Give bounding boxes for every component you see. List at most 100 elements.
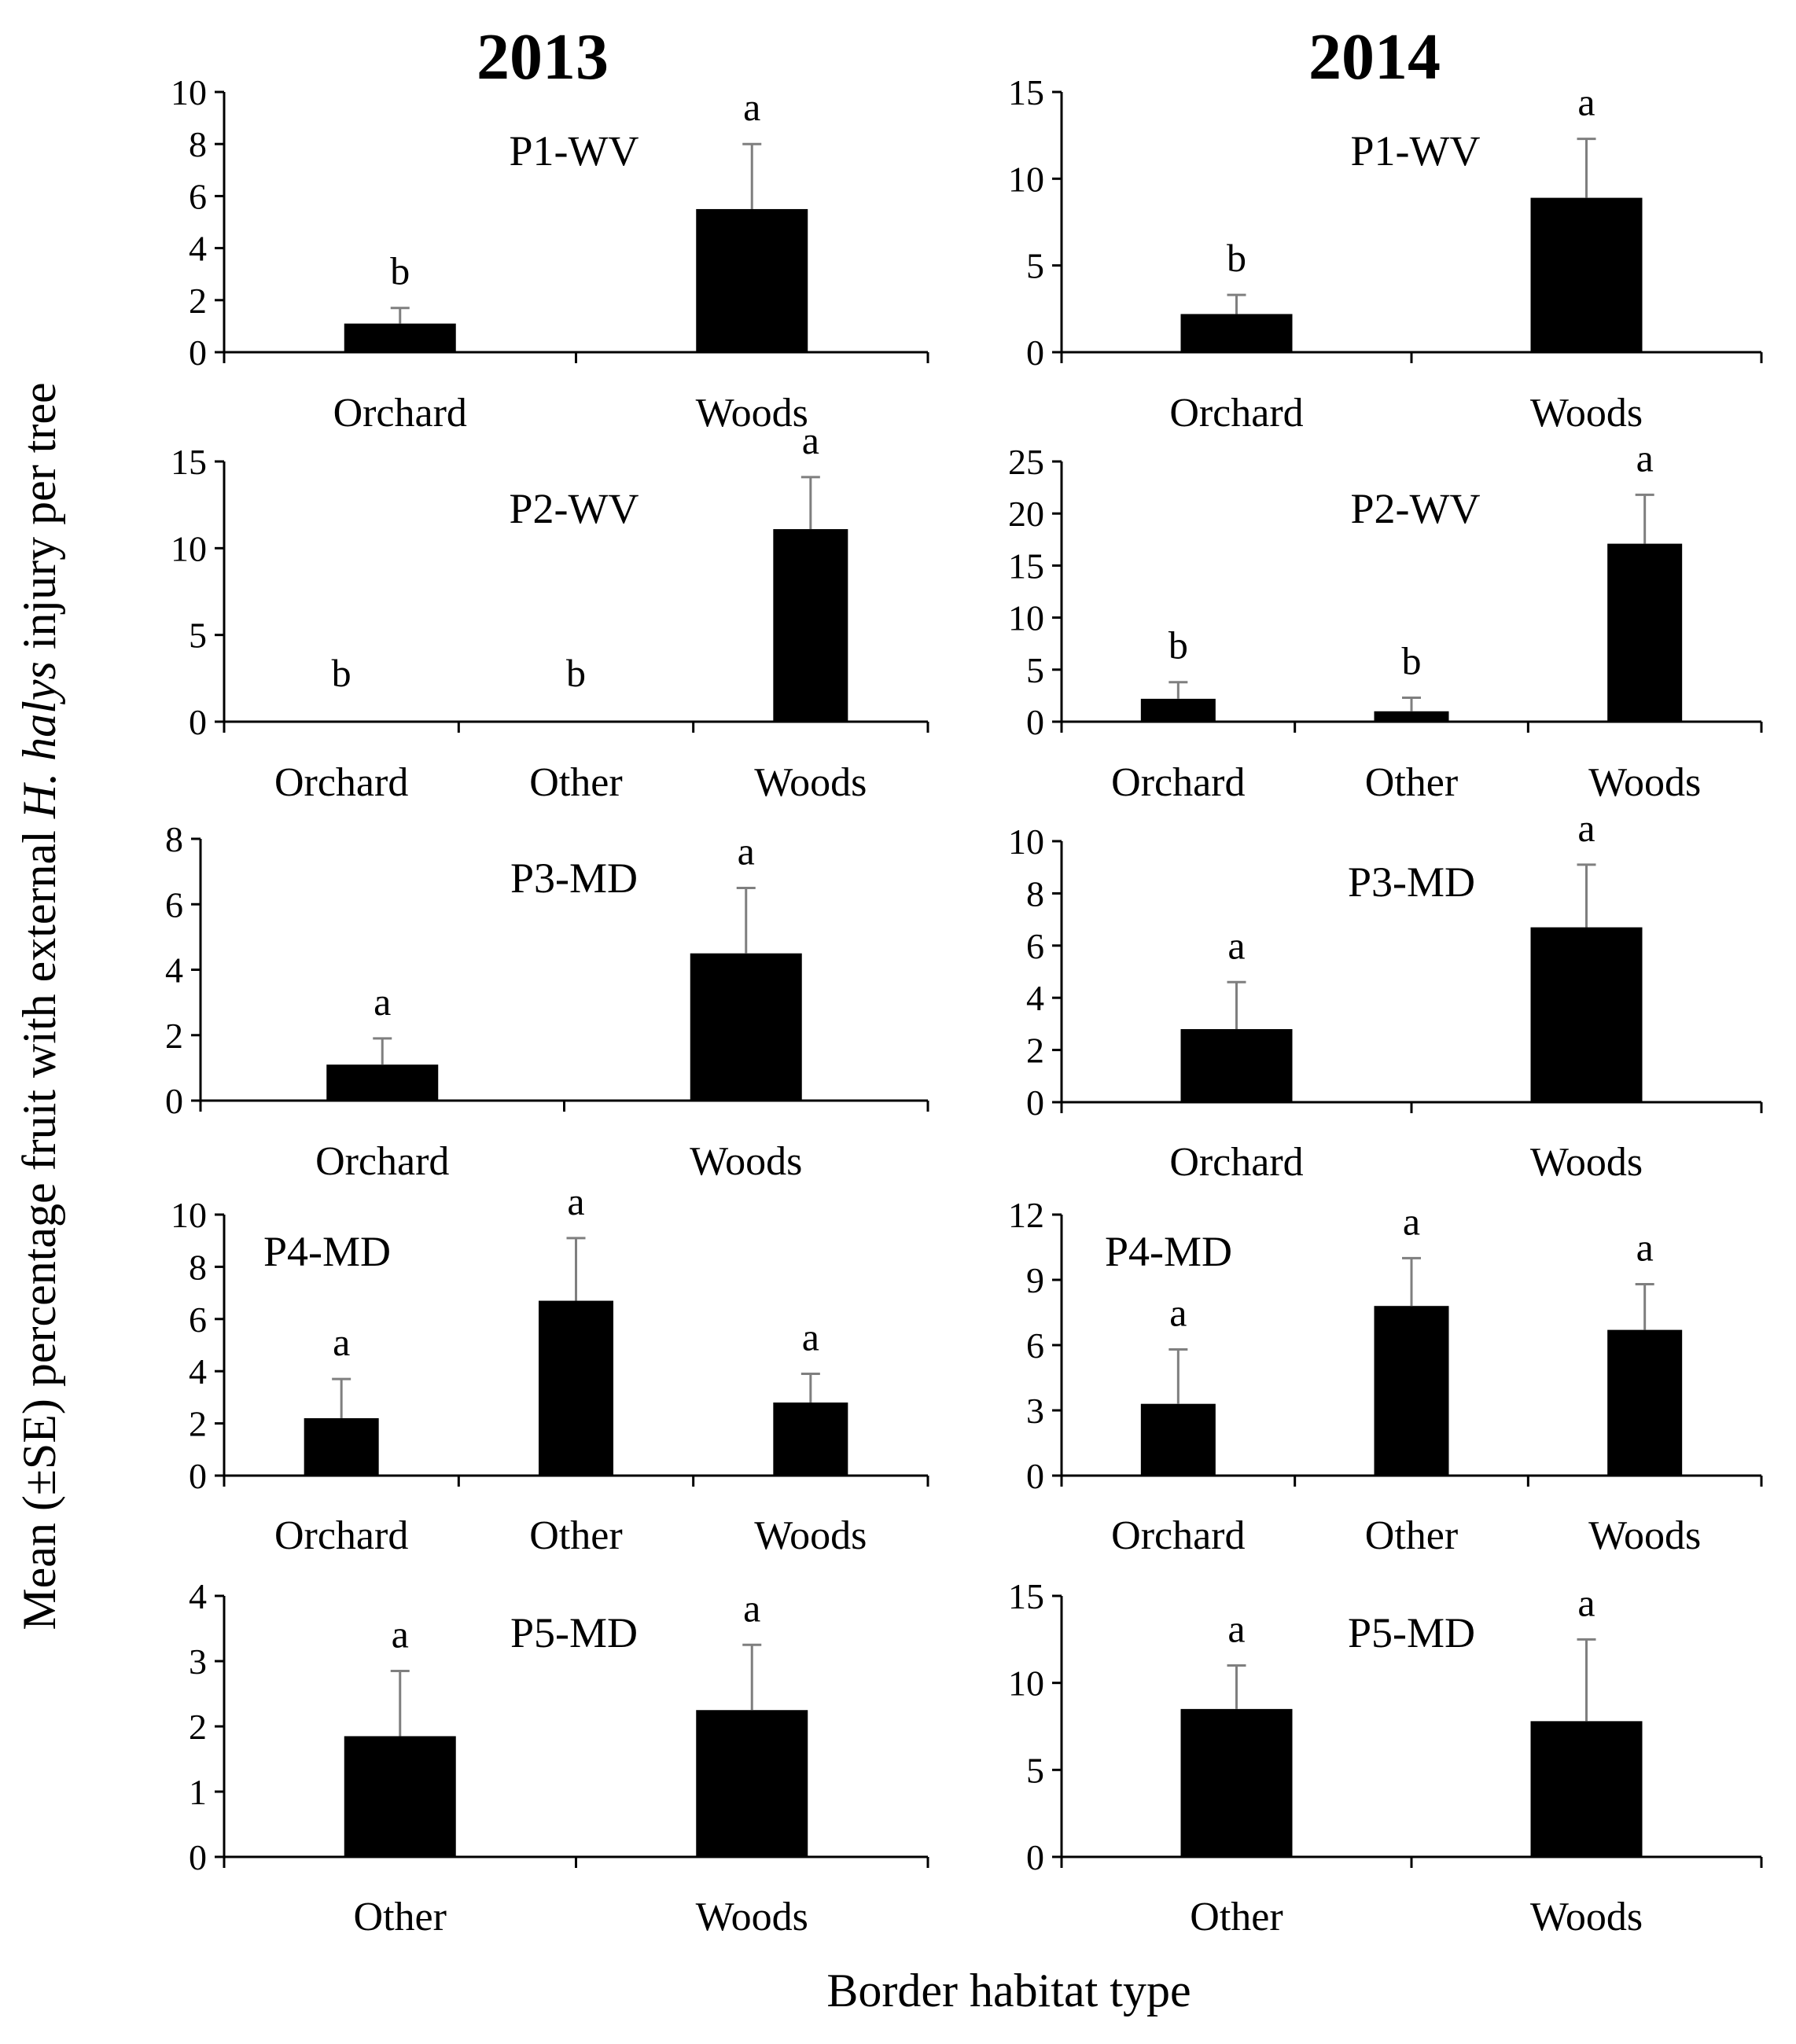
y-tick-label: 0 bbox=[1026, 1083, 1044, 1123]
category-label-orchard: Orchard bbox=[1111, 760, 1245, 805]
y-tick-label: 1 bbox=[189, 1772, 207, 1812]
y-tick-label: 2 bbox=[1026, 1031, 1044, 1071]
y-tick-label: 10 bbox=[171, 1195, 207, 1235]
y-tick-label: 4 bbox=[189, 1351, 207, 1391]
panel-label: P1-WV bbox=[510, 127, 639, 175]
y-tick-label: 2 bbox=[189, 281, 207, 321]
y-axis-title-suffix: injury per tree bbox=[13, 382, 65, 661]
bar-orchard bbox=[1140, 698, 1216, 722]
significance-letter-other: a bbox=[1403, 1199, 1420, 1243]
category-label-orchard: Orchard bbox=[274, 760, 408, 805]
panel-p1-wv-2013: 0 2 4 6 8 10 b Orchard a Woods P1-WV bbox=[171, 72, 929, 436]
y-tick-label: 6 bbox=[189, 176, 207, 216]
significance-letter-orchard: a bbox=[374, 980, 391, 1024]
y-tick-label: 0 bbox=[1026, 1456, 1044, 1496]
y-tick-label: 5 bbox=[1026, 1750, 1044, 1790]
category-label-orchard: Orchard bbox=[1169, 391, 1303, 436]
panel-p4-md-2013: 0 2 4 6 8 10 a Orchard a Other a Woods P4-MD bbox=[171, 1179, 929, 1558]
significance-letter-orchard: a bbox=[333, 1320, 350, 1364]
bar-other bbox=[1374, 1306, 1449, 1476]
y-tick-label: 4 bbox=[165, 950, 183, 991]
bar-other bbox=[539, 1300, 613, 1476]
y-tick-label: 10 bbox=[1008, 822, 1044, 862]
bar-orchard bbox=[1180, 1029, 1293, 1102]
y-tick-label: 8 bbox=[1026, 873, 1044, 914]
y-tick-label: 2 bbox=[189, 1404, 207, 1444]
panel-p5-md-2013: 0 1 2 3 4 a Other a Woods P5-MD bbox=[189, 1576, 929, 1939]
panel-label: P5-MD bbox=[1348, 1609, 1475, 1656]
bar-other bbox=[1374, 711, 1449, 722]
significance-letter-woods: a bbox=[1577, 1580, 1595, 1624]
category-label-woods: Woods bbox=[696, 391, 808, 436]
bar-woods bbox=[1530, 197, 1643, 352]
panel-label: P2-WV bbox=[1351, 485, 1481, 532]
y-tick-label: 0 bbox=[1026, 333, 1044, 373]
y-tick-label: 0 bbox=[1026, 702, 1044, 742]
y-tick-label: 9 bbox=[1026, 1260, 1044, 1300]
panel-p3-md-2014: 0 2 4 6 8 10 a Orchard a Woods P3-MD bbox=[1008, 806, 1763, 1185]
significance-letter-other: b bbox=[1402, 639, 1422, 683]
panel-label: P5-MD bbox=[510, 1609, 638, 1656]
y-tick-label: 4 bbox=[189, 1576, 207, 1616]
panels: 0246810bOrchardaWoodsP1-WV051015bOrchard… bbox=[165, 72, 1763, 1939]
panel-p2-wv-2014: 0 5 10 15 20 25 b Orchard b Other a Woods P2-WV bbox=[1008, 436, 1763, 805]
bar-woods bbox=[690, 953, 802, 1101]
category-label-woods: Woods bbox=[1588, 1513, 1701, 1558]
significance-letter-orchard: a bbox=[1227, 923, 1245, 967]
panel-label: P4-MD bbox=[263, 1228, 391, 1275]
category-label-other: Other bbox=[1365, 760, 1458, 805]
y-tick-label: 8 bbox=[189, 1247, 207, 1287]
y-tick-label: 12 bbox=[1008, 1195, 1044, 1235]
significance-letter-other: a bbox=[392, 1612, 409, 1656]
significance-letter-orchard: a bbox=[1169, 1291, 1187, 1335]
y-tick-label: 3 bbox=[1026, 1391, 1044, 1431]
y-tick-label: 8 bbox=[165, 819, 183, 859]
category-label-other: Other bbox=[529, 1513, 622, 1558]
y-tick-label: 15 bbox=[1008, 546, 1044, 586]
y-tick-label: 8 bbox=[189, 124, 207, 164]
category-label-woods: Woods bbox=[1530, 1895, 1643, 1939]
y-axis-title: Mean (±SE) percentage fruit with externa… bbox=[13, 382, 65, 1630]
panel-label: P4-MD bbox=[1105, 1228, 1232, 1275]
significance-letter-woods: a bbox=[802, 1315, 819, 1359]
significance-letter-orchard: b bbox=[1169, 623, 1188, 667]
y-tick-label: 4 bbox=[1026, 978, 1044, 1018]
y-tick-label: 5 bbox=[1026, 246, 1044, 286]
y-tick-label: 0 bbox=[165, 1081, 183, 1121]
panel-p3-md-2013: 0 2 4 6 8 a Orchard a Woods P3-MD bbox=[165, 819, 929, 1184]
x-axis-title: Border habitat type bbox=[826, 1965, 1191, 2016]
y-tick-label: 25 bbox=[1008, 442, 1044, 482]
category-label-woods: Woods bbox=[1588, 760, 1701, 805]
significance-letter-orchard: b bbox=[1227, 236, 1246, 280]
bar-orchard bbox=[344, 323, 456, 352]
bar-woods bbox=[1607, 1329, 1683, 1476]
category-label-woods: Woods bbox=[754, 1513, 867, 1558]
y-tick-label: 0 bbox=[1026, 1837, 1044, 1877]
y-tick-label: 20 bbox=[1008, 494, 1044, 534]
y-tick-label: 0 bbox=[189, 702, 207, 742]
panel-label: P2-WV bbox=[510, 485, 639, 532]
panel-p2-wv-2013: 0 5 10 15 b Orchard b Other a Woods P2-WV bbox=[171, 418, 929, 805]
panel-p1-wv-2014: 0 5 10 15 b Orchard a Woods P1-WV bbox=[1008, 72, 1763, 436]
panel-p5-md-2014: 0 5 10 15 a Other a Woods P5-MD bbox=[1008, 1576, 1763, 1939]
y-tick-label: 6 bbox=[189, 1300, 207, 1340]
y-tick-label: 5 bbox=[1026, 650, 1044, 690]
y-tick-label: 2 bbox=[165, 1016, 183, 1056]
bar-other bbox=[344, 1736, 456, 1857]
panel-label: P3-MD bbox=[1348, 858, 1475, 906]
y-tick-label: 10 bbox=[1008, 159, 1044, 199]
category-label-orchard: Orchard bbox=[315, 1139, 449, 1184]
panel-label: P1-WV bbox=[1351, 127, 1481, 175]
y-tick-label: 15 bbox=[1008, 1576, 1044, 1616]
category-label-orchard: Orchard bbox=[274, 1513, 408, 1558]
y-tick-label: 4 bbox=[189, 229, 207, 269]
category-label-orchard: Orchard bbox=[333, 391, 467, 436]
category-label-other: Other bbox=[354, 1895, 447, 1939]
significance-letter-woods: a bbox=[743, 85, 760, 129]
y-axis-title-species: H. halys bbox=[13, 661, 65, 819]
bar-other bbox=[1180, 1708, 1293, 1857]
panel-label: P3-MD bbox=[510, 855, 638, 902]
significance-letter-other: a bbox=[1227, 1607, 1245, 1651]
category-label-woods: Woods bbox=[696, 1895, 808, 1939]
